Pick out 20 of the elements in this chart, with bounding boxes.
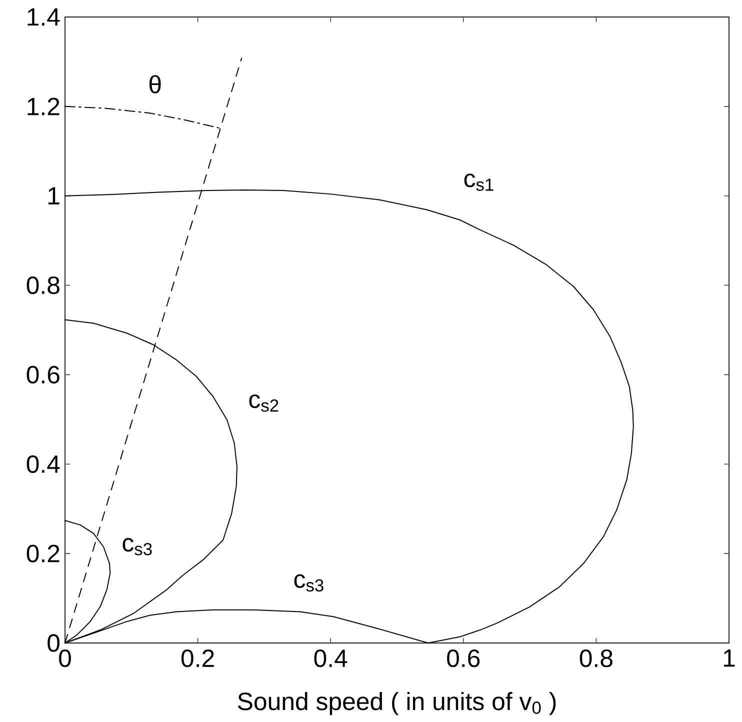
- x-tick-label: 0.6: [447, 650, 480, 668]
- series-label: c$_{s1}$: [464, 174, 494, 191]
- x-tick-label: 0: [59, 650, 71, 668]
- x-tick-label: 0.4: [314, 650, 348, 668]
- x-tick-label: 0.2: [181, 650, 214, 668]
- series-label: c$_{s2}$: [249, 394, 278, 412]
- y-tick-label: 1: [48, 187, 60, 204]
- y-tick-label: 0.2: [26, 544, 60, 562]
- y-tick-label: 1.4: [28, 8, 60, 26]
- x-tick-label: 0.8: [580, 650, 612, 668]
- x-axis-title: Sound speed ( in units of v$_{0}$ ): [238, 692, 556, 716]
- series-label: θ: [149, 75, 161, 94]
- series-label: c$_{s3}$: [294, 574, 324, 592]
- y-tick-label: 0.8: [26, 276, 60, 294]
- x-tick-label: 1: [724, 650, 735, 667]
- y-tick-label: 1.2: [28, 98, 60, 116]
- y-tick-label: 0.6: [26, 366, 60, 384]
- y-tick-label: 0: [48, 634, 60, 652]
- series-label: c$_{s3}$: [122, 538, 152, 556]
- y-tick-label: 0.4: [26, 455, 60, 473]
